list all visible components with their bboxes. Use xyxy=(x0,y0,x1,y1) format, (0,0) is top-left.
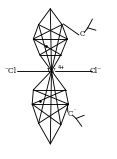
Text: Cl⁻: Cl⁻ xyxy=(90,67,102,75)
Text: C: C xyxy=(79,30,84,38)
Text: 4+: 4+ xyxy=(58,65,65,70)
Text: W: W xyxy=(47,67,56,75)
Text: ⁻: ⁻ xyxy=(85,29,88,34)
Text: ⁻Cl: ⁻Cl xyxy=(4,67,17,75)
Text: ⁻: ⁻ xyxy=(74,108,76,113)
Text: C: C xyxy=(68,110,73,118)
